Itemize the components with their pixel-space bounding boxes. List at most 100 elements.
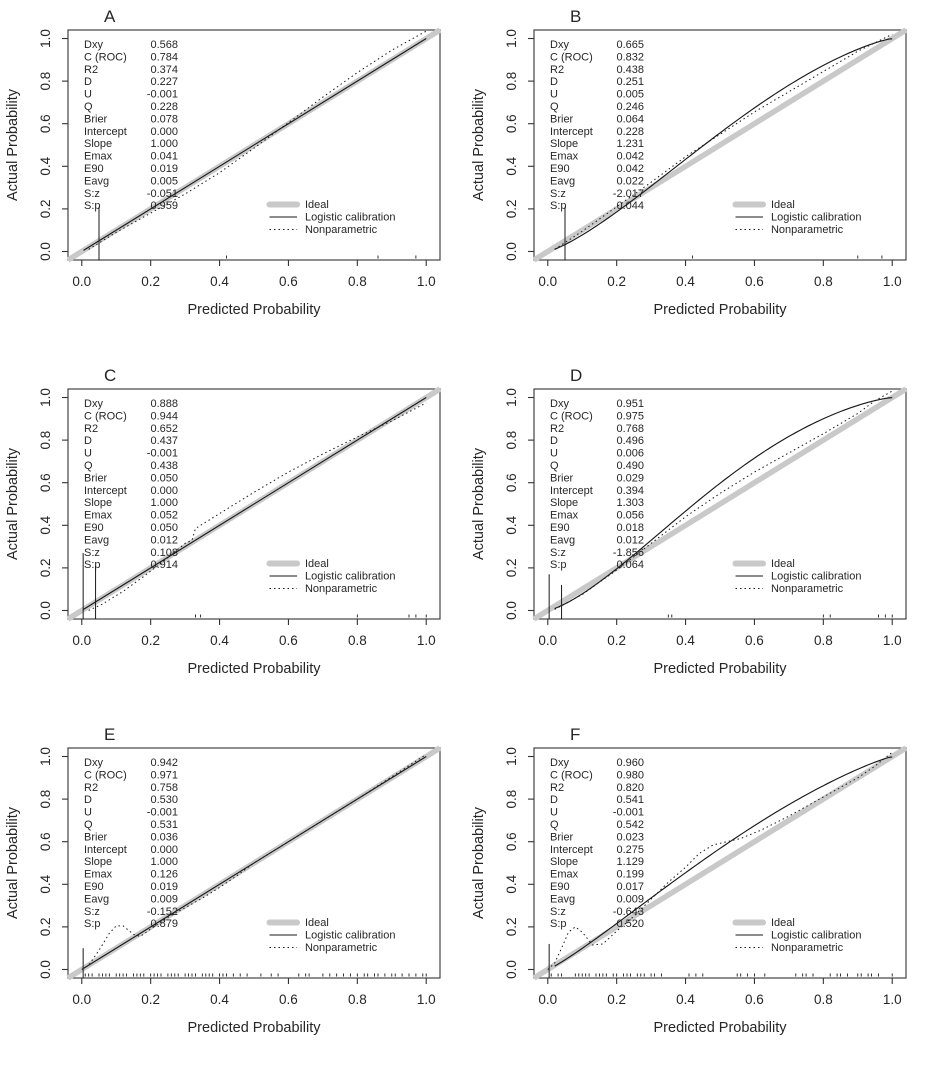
logistic-calibration-line bbox=[83, 397, 427, 610]
stat-value: 0.056 bbox=[616, 510, 644, 522]
legend-label: Ideal bbox=[771, 199, 795, 211]
stat-value: 0.064 bbox=[616, 559, 644, 571]
stat-label: C (ROC) bbox=[550, 410, 593, 422]
stat-value: 0.199 bbox=[616, 869, 644, 881]
stat-value: 0.228 bbox=[150, 101, 178, 113]
calibration-chart-E: E 0.0 0.0 0.2 0.2 0.4 0.4 0.6 0.6 0.8 0.8 1.0 1.0 Pre… bbox=[5, 725, 442, 1036]
stat-value: 0.374 bbox=[150, 64, 178, 76]
x-tick-label: 0.2 bbox=[141, 633, 160, 648]
stat-value: 0.394 bbox=[616, 485, 644, 497]
stat-value: 0.758 bbox=[150, 782, 178, 794]
stat-label: Eavg bbox=[84, 175, 109, 187]
y-tick-label: 0.0 bbox=[504, 960, 519, 979]
x-tick-label: 0.8 bbox=[814, 992, 833, 1007]
stat-value: 0.971 bbox=[150, 769, 178, 781]
stat-label: Brier bbox=[550, 831, 574, 843]
x-tick-label: 0.4 bbox=[676, 992, 695, 1007]
legend-label: Ideal bbox=[771, 917, 795, 929]
calibration-chart-A: A 0.0 0.0 0.2 0.2 0.4 0.4 0.6 0.6 0.8 0.8 1.0 1.0 Pre… bbox=[5, 7, 442, 318]
stat-value: 0.126 bbox=[150, 869, 178, 881]
legend-label: Ideal bbox=[305, 558, 329, 570]
x-tick-label: 0.0 bbox=[72, 274, 91, 289]
stat-label: Slope bbox=[550, 497, 578, 509]
stat-label: D bbox=[550, 435, 558, 447]
stat-label: Q bbox=[550, 819, 559, 831]
stat-value: 0.019 bbox=[150, 881, 178, 893]
stat-value: 0.530 bbox=[150, 794, 178, 806]
x-tick-label: 0.4 bbox=[676, 633, 695, 648]
stat-value: 0.768 bbox=[616, 423, 644, 435]
stat-value: 0.018 bbox=[616, 522, 644, 534]
legend-label: Logistic calibration bbox=[771, 571, 862, 583]
stat-value: -0.152 bbox=[147, 906, 178, 918]
x-tick-label: 0.0 bbox=[72, 992, 91, 1007]
stat-label: U bbox=[84, 807, 92, 819]
stat-label: D bbox=[84, 76, 92, 88]
stat-label: Intercept bbox=[84, 126, 127, 138]
stat-value: 0.005 bbox=[150, 175, 178, 187]
stat-label: Q bbox=[550, 101, 559, 113]
stat-value: 0.520 bbox=[616, 918, 644, 930]
stat-value: 0.959 bbox=[150, 200, 178, 212]
stat-label: U bbox=[84, 89, 92, 101]
stat-label: R2 bbox=[550, 423, 564, 435]
x-tick-label: 0.0 bbox=[538, 992, 557, 1007]
stat-label: Slope bbox=[84, 856, 112, 868]
y-tick-label: 0.6 bbox=[504, 473, 519, 492]
stat-label: E90 bbox=[84, 163, 104, 175]
x-tick-label: 0.8 bbox=[348, 633, 367, 648]
stat-label: S:z bbox=[84, 188, 100, 200]
stat-label: S:p bbox=[84, 918, 101, 930]
x-tick-label: 0.4 bbox=[210, 992, 229, 1007]
stat-label: U bbox=[84, 448, 92, 460]
stat-label: Intercept bbox=[550, 485, 593, 497]
stat-value: 0.000 bbox=[150, 126, 178, 138]
y-tick-label: 0.8 bbox=[504, 790, 519, 809]
x-tick-label: 0.4 bbox=[676, 274, 695, 289]
stat-label: Intercept bbox=[550, 844, 593, 856]
x-tick-label: 1.0 bbox=[883, 274, 902, 289]
panel-F: F 0.0 0.0 0.2 0.2 0.4 0.4 0.6 0.6 0.8 0.8 1.0 1.0 Pre… bbox=[466, 718, 932, 1076]
stat-label: Emax bbox=[550, 510, 579, 522]
stat-value: -0.051 bbox=[147, 188, 178, 200]
stat-label: Eavg bbox=[550, 534, 575, 546]
x-tick-label: 0.8 bbox=[814, 633, 833, 648]
x-tick-label: 0.2 bbox=[607, 992, 626, 1007]
stat-label: E90 bbox=[550, 522, 570, 534]
stat-label: S:z bbox=[550, 547, 566, 559]
stat-label: S:z bbox=[550, 906, 566, 918]
stat-label: Intercept bbox=[550, 126, 593, 138]
y-tick-label: 0.6 bbox=[38, 473, 53, 492]
stat-value: 0.019 bbox=[150, 163, 178, 175]
x-tick-label: 0.6 bbox=[279, 633, 298, 648]
x-tick-label: 0.4 bbox=[210, 633, 229, 648]
x-tick-label: 0.0 bbox=[538, 274, 557, 289]
stat-label: Emax bbox=[84, 510, 113, 522]
y-axis-title: Actual Probability bbox=[5, 88, 21, 201]
logistic-calibration-line bbox=[554, 38, 893, 250]
x-axis-title: Predicted Probability bbox=[188, 1020, 322, 1036]
logistic-calibration-line bbox=[554, 397, 893, 610]
y-axis-title: Actual Probability bbox=[5, 447, 21, 560]
stat-value: 0.012 bbox=[616, 534, 644, 546]
stat-label: S:p bbox=[550, 559, 567, 571]
stat-label: Eavg bbox=[84, 893, 109, 905]
stat-value: 0.036 bbox=[150, 831, 178, 843]
panel-C: C 0.0 0.0 0.2 0.2 0.4 0.4 0.6 0.6 0.8 0.8 1.0 1.0 Pre… bbox=[0, 359, 466, 718]
stat-label: Intercept bbox=[84, 844, 127, 856]
x-tick-label: 1.0 bbox=[417, 633, 436, 648]
stat-value: 0.980 bbox=[616, 769, 644, 781]
y-axis-title: Actual Probability bbox=[471, 806, 487, 919]
x-tick-label: 1.0 bbox=[883, 992, 902, 1007]
y-tick-label: 0.4 bbox=[504, 156, 519, 175]
y-tick-label: 0.6 bbox=[504, 832, 519, 851]
y-tick-label: 0.0 bbox=[38, 960, 53, 979]
stat-value: 1.303 bbox=[616, 497, 644, 509]
stat-label: Emax bbox=[550, 151, 579, 163]
stat-label: C (ROC) bbox=[84, 51, 127, 63]
panel-letter: F bbox=[570, 725, 580, 744]
stat-label: C (ROC) bbox=[84, 769, 127, 781]
stat-label: Slope bbox=[550, 138, 578, 150]
y-tick-label: 0.8 bbox=[38, 72, 53, 91]
stat-label: U bbox=[550, 89, 558, 101]
